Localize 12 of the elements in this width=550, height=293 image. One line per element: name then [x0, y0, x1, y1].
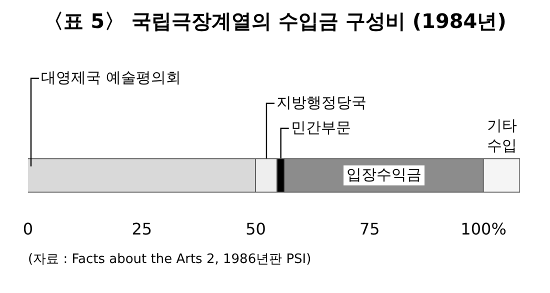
- series-label: 기타 수입: [486, 116, 517, 154]
- x-tick-label: 75: [359, 220, 380, 239]
- x-tick-label: 0: [22, 220, 34, 239]
- text: 지방행정당국: [276, 93, 366, 112]
- series-label: 민간부문: [290, 118, 351, 136]
- series-label: 입장수익금: [346, 165, 422, 184]
- x-tick-label: 25: [132, 220, 152, 239]
- chart-title: 〈표 5〉 국립극장계열의 수입금 구성비 (1984년): [42, 8, 508, 35]
- text: 대영제국 예술평의회: [41, 68, 181, 86]
- x-tick-label: 50: [246, 220, 266, 239]
- x-tick-label: 100%: [460, 220, 506, 239]
- text: (자료 : Facts about the Arts 2, 1986년판 PSI): [27, 251, 312, 268]
